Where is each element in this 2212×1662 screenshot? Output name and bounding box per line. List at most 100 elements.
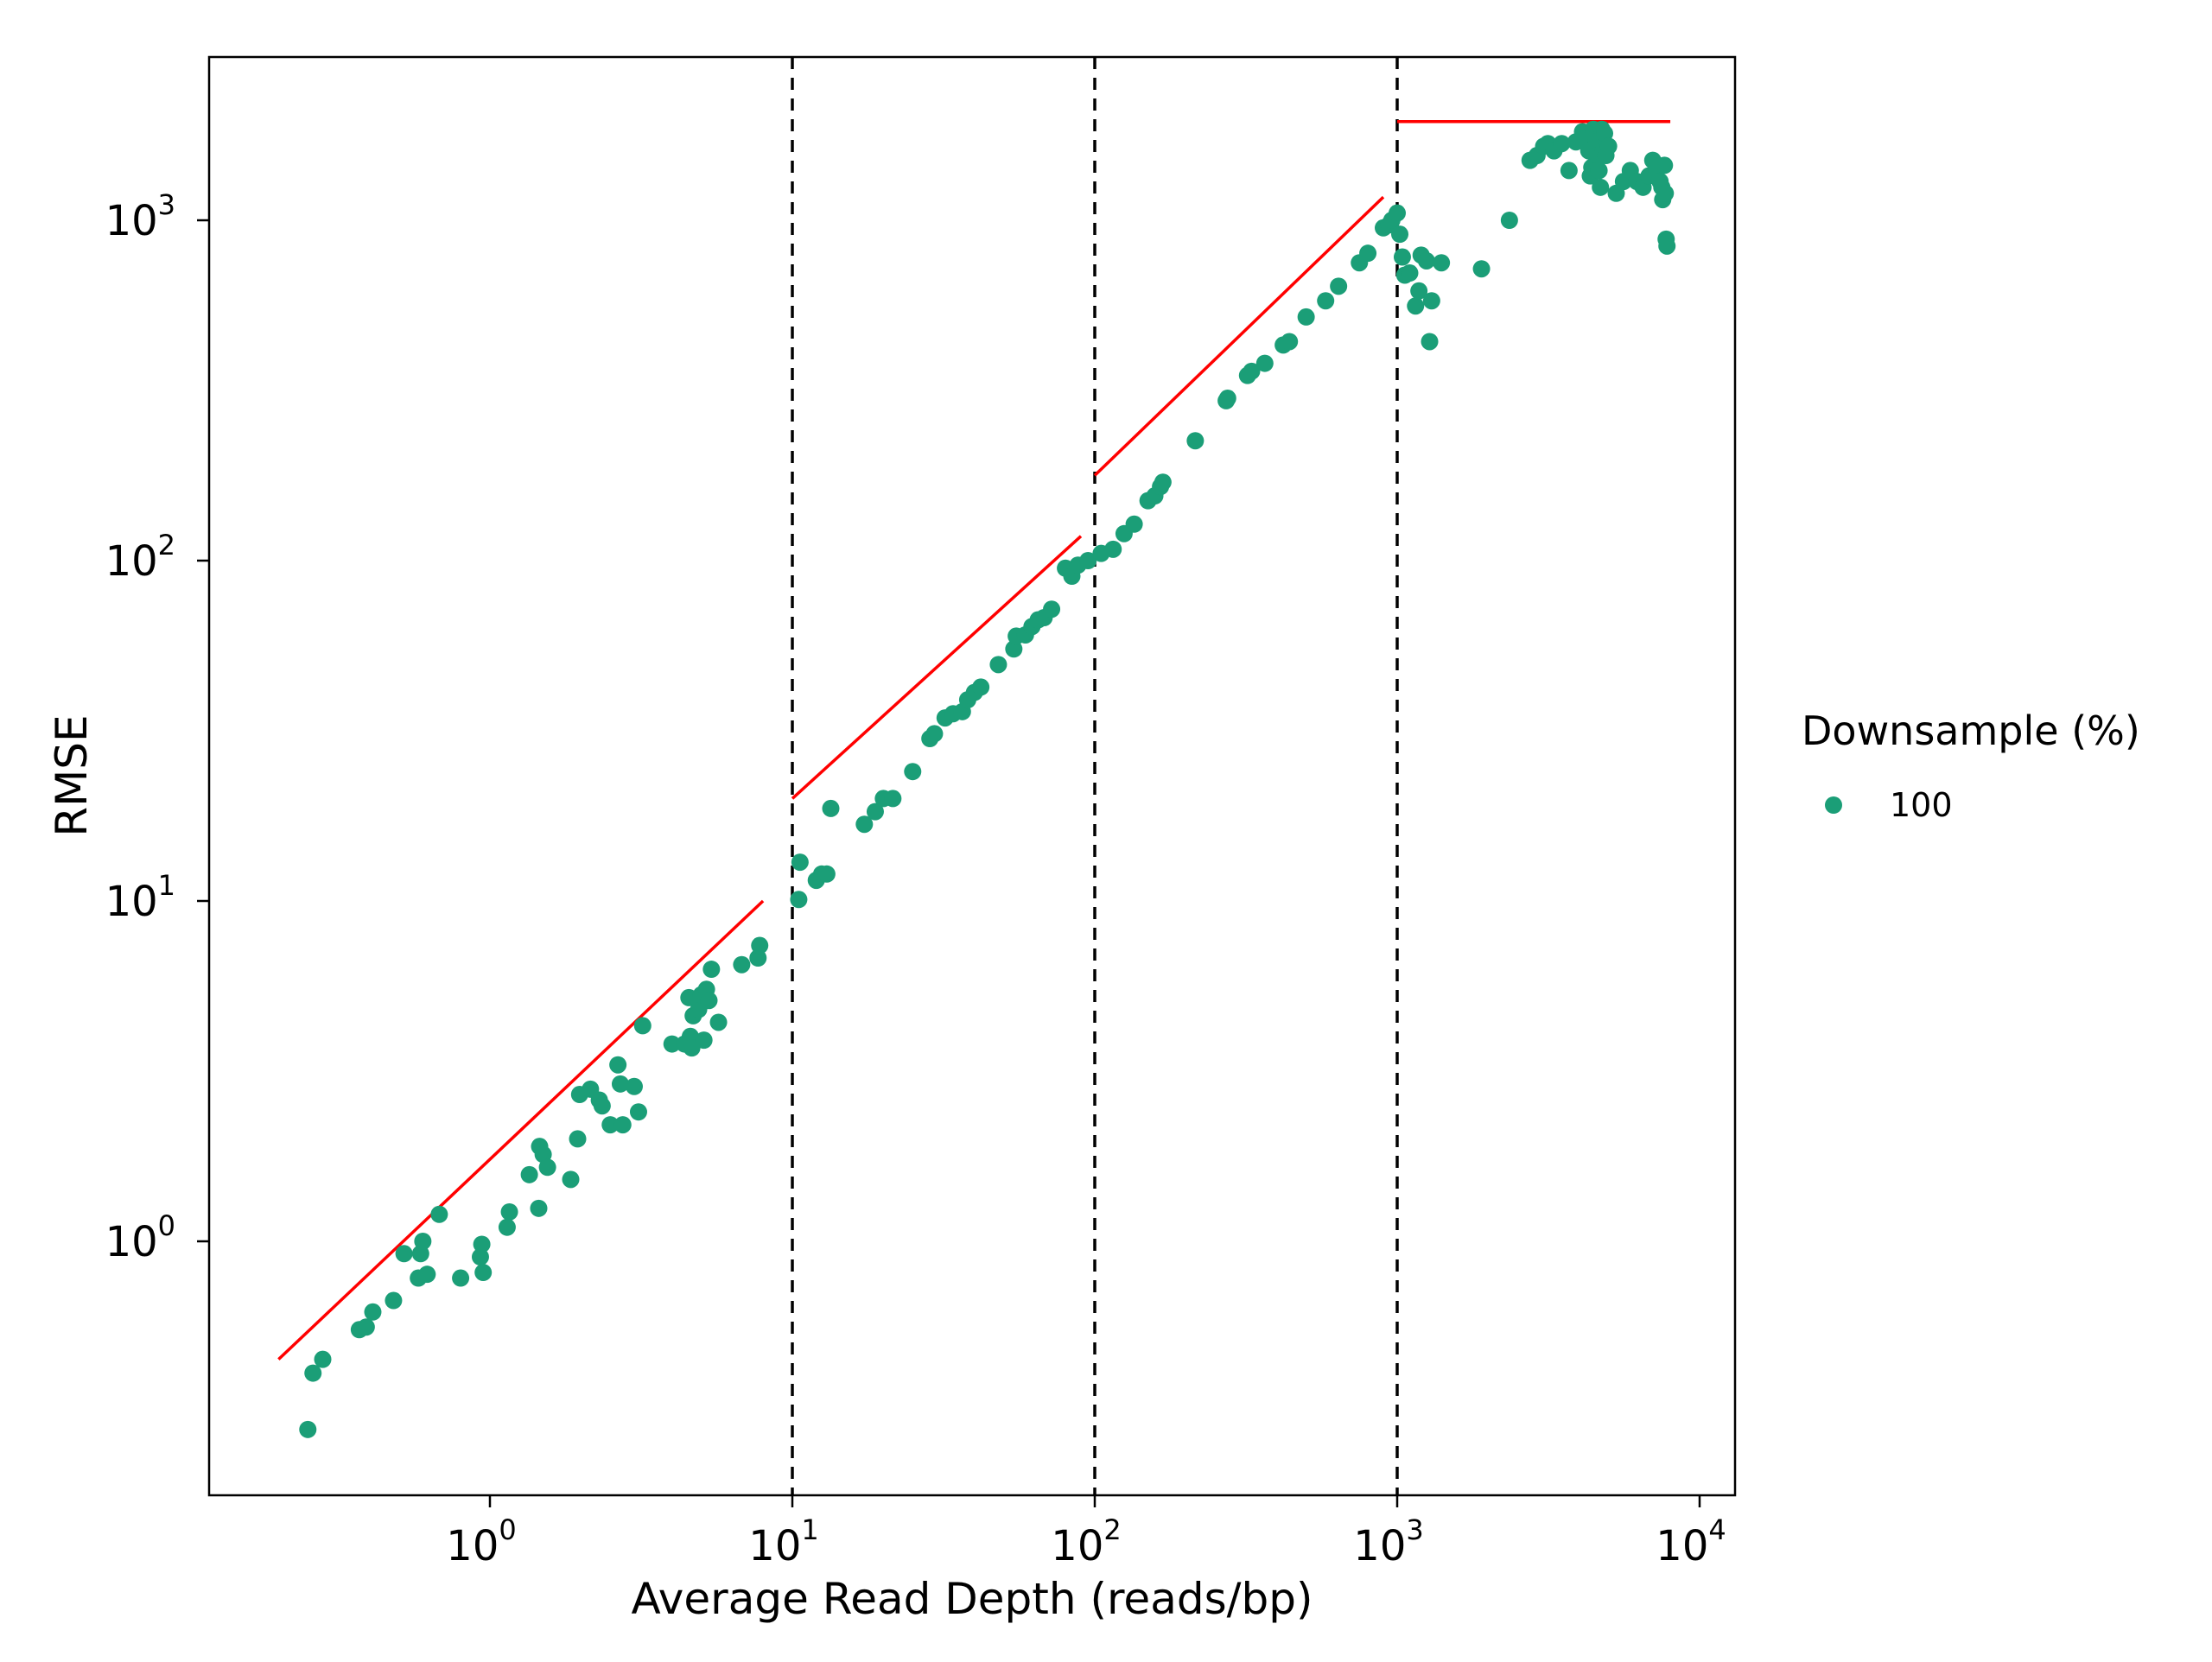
data-point [625,1077,643,1095]
data-point [471,1248,489,1266]
data-point [866,802,884,821]
data-point [733,955,751,974]
data-point [314,1350,332,1368]
data-point [695,1031,713,1050]
y-tick-label: 103 [105,188,175,245]
data-point [364,1303,382,1321]
fit-line-1 [791,535,1083,800]
data-point [1410,282,1428,300]
data-point [613,1116,632,1134]
data-point [904,763,922,781]
data-point [629,1103,647,1121]
data-point [1592,178,1610,196]
data-point [1330,277,1348,295]
data-point [989,656,1007,674]
data-point [593,1097,611,1115]
data-point [1560,162,1578,180]
x-axis-label: Average Read Depth (reads/bp) [632,1574,1313,1624]
data-point [1255,354,1274,372]
data-point [1281,333,1299,351]
data-point [601,1116,620,1134]
data-point [530,1199,548,1217]
data-point [791,853,809,872]
data-point [1421,333,1439,351]
y-axis-label: RMSE [47,714,97,836]
data-point [633,1017,652,1035]
y-tick-exponent: 2 [158,529,175,561]
data-point [663,1035,681,1053]
data-point [1043,600,1061,618]
data-point [1656,156,1674,174]
data-point [822,799,840,817]
fit-lines [277,119,1671,1361]
data-point [1401,264,1419,282]
legend-swatch [1825,796,1842,814]
data-point [1079,552,1097,569]
data-point [1553,135,1571,153]
fit-line-2 [1093,195,1385,477]
data-point [414,1233,432,1250]
data-point [1590,162,1608,180]
data-point [1359,244,1377,263]
data-point [304,1364,322,1382]
data-point [1422,292,1440,310]
data-point [855,815,874,834]
data-point [430,1205,448,1223]
data-point [925,725,944,743]
data-point [418,1266,436,1284]
data-point [1656,184,1675,202]
data-point [452,1269,470,1287]
data-point [972,678,990,696]
data-point [1417,251,1435,270]
data-point [1658,237,1676,255]
data-point [1393,248,1411,266]
data-point [700,992,718,1010]
data-point [817,865,836,883]
data-point [538,1158,556,1177]
data-point [1186,432,1205,450]
x-tick-exponent: 2 [1103,1513,1121,1546]
y-tick-exponent: 1 [158,869,175,902]
data-point [1125,515,1143,533]
data-point [299,1420,317,1438]
x-tick-exponent: 3 [1406,1513,1423,1546]
data-point [1005,640,1023,658]
data-point [609,1056,627,1074]
data-point [385,1291,403,1310]
data-point [562,1170,580,1189]
data-point [500,1202,518,1221]
data-point [1389,204,1406,222]
x-tick-exponent: 4 [1708,1513,1726,1546]
data-point [498,1218,516,1236]
data-point [1391,225,1409,244]
x-tick-exponent: 1 [801,1513,818,1546]
y-tick-exponent: 0 [158,1209,175,1242]
data-point [395,1245,413,1263]
legend-title: Downsample (%) [1802,707,2140,754]
data-point [520,1165,538,1183]
data-point [569,1130,587,1148]
data-point [790,891,808,909]
legend-entry-label: 100 [1890,786,1953,824]
fit-line-0 [277,899,765,1361]
data-point [702,961,721,979]
data-point [357,1318,375,1336]
data-point [709,1013,728,1031]
plot-frame [207,55,1737,1497]
data-point [473,1235,491,1253]
data-point [1472,260,1491,278]
data-point [1104,540,1122,558]
data-point [1407,297,1425,315]
legend: Downsample (%) 100 [1802,707,2140,824]
data-point [1154,473,1172,492]
data-point [884,790,902,808]
data-point [1317,292,1335,310]
data-point [751,936,769,955]
reference-vlines [791,57,1399,1495]
y-tick-exponent: 3 [158,188,175,221]
scatter-points [299,120,1676,1438]
data-point [1599,137,1618,155]
